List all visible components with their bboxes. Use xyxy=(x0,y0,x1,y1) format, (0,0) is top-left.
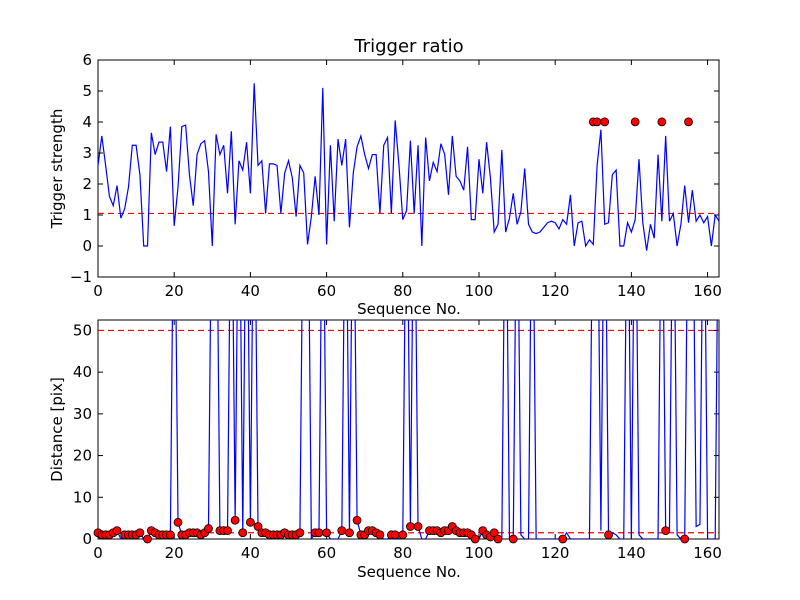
distance-marker xyxy=(558,534,568,544)
distance-marker xyxy=(657,117,667,127)
bottom-xtick-label: 40 xyxy=(241,544,260,562)
distance-marker xyxy=(684,117,693,127)
bottom-ytick-label: 0 xyxy=(82,530,92,548)
top-xtick-label: 60 xyxy=(317,282,336,300)
top-ytick-label: −1 xyxy=(70,268,92,286)
distance-marker xyxy=(661,526,671,536)
bottom-series-markers xyxy=(93,117,693,544)
distance-marker xyxy=(238,528,248,538)
distance-marker xyxy=(112,526,122,536)
bottom-xtick-label: 80 xyxy=(393,544,412,562)
top-ytick-label: 3 xyxy=(82,144,92,162)
distance-marker xyxy=(592,117,602,127)
chart-title: Trigger ratio xyxy=(353,36,463,57)
distance-marker xyxy=(230,515,240,525)
bottom-xtick-label: 60 xyxy=(317,544,336,562)
bottom-xtick-label: 140 xyxy=(617,544,646,562)
distance-marker xyxy=(295,528,305,538)
top-xtick-label: 0 xyxy=(93,282,103,300)
distance-marker xyxy=(493,534,503,544)
distance-marker xyxy=(352,515,362,525)
trigger-strength-series xyxy=(97,83,720,251)
bottom-x-axis-label: Sequence No. xyxy=(357,563,461,581)
distance-marker xyxy=(406,522,415,531)
distance-marker xyxy=(470,534,480,544)
top-xtick-label: 100 xyxy=(465,282,494,300)
bottom-xtick-label: 20 xyxy=(165,544,184,562)
distance-marker xyxy=(135,528,145,538)
bottom-ytick-label: 20 xyxy=(73,447,92,465)
bottom-xtick-label: 0 xyxy=(93,544,103,562)
bottom-ytick-label: 10 xyxy=(73,488,92,506)
distance-marker xyxy=(390,530,400,540)
top-xtick-label: 160 xyxy=(693,282,722,300)
top-series-line xyxy=(97,83,720,251)
bottom-x-axis: 0 20 40 60 80 100 120 140 160 xyxy=(93,320,722,562)
distance-marker xyxy=(245,517,255,527)
distance-marker xyxy=(413,522,423,531)
top-ytick-label: 0 xyxy=(82,237,92,255)
distance-marker xyxy=(223,526,232,536)
distance-marker xyxy=(143,534,152,544)
top-xtick-label: 120 xyxy=(541,282,570,300)
distance-marker xyxy=(322,528,331,538)
bottom-xtick-label: 160 xyxy=(693,544,722,562)
distance-marker xyxy=(173,517,183,527)
top-xtick-label: 20 xyxy=(165,282,184,300)
distance-marker xyxy=(337,526,347,536)
distance-marker xyxy=(680,534,690,544)
bottom-xtick-label: 120 xyxy=(541,544,570,562)
distance-marker xyxy=(314,528,324,538)
distance-marker xyxy=(345,528,354,538)
distance-marker xyxy=(165,530,175,540)
top-y-axis-label: Trigger strength xyxy=(48,109,66,230)
top-ytick-label: 4 xyxy=(82,113,92,131)
distance-marker xyxy=(489,528,499,538)
distance-marker xyxy=(204,524,213,533)
bottom-ytick-label: 40 xyxy=(73,363,92,381)
bottom-y-axis-label: Distance [pix] xyxy=(48,377,66,482)
bottom-y-axis: 0 10 20 30 40 50 xyxy=(73,321,719,548)
bottom-ytick-label: 30 xyxy=(73,405,92,423)
top-x-axis-label: Sequence No. xyxy=(357,300,461,318)
distance-marker xyxy=(398,530,408,540)
distance-marker xyxy=(508,534,518,544)
top-xtick-label: 140 xyxy=(617,282,646,300)
top-xtick-label: 40 xyxy=(241,282,260,300)
top-xtick-label: 80 xyxy=(393,282,412,300)
top-y-axis: −1 0 1 2 3 4 5 6 xyxy=(70,51,719,286)
top-ytick-label: 5 xyxy=(82,82,92,100)
distance-marker xyxy=(600,117,610,127)
distance-marker xyxy=(630,117,640,127)
bottom-ytick-label: 50 xyxy=(73,321,92,339)
distance-marker xyxy=(604,530,613,540)
top-ytick-label: 2 xyxy=(82,175,92,193)
bottom-xtick-label: 100 xyxy=(465,544,494,562)
distance-marker xyxy=(253,522,263,531)
top-ytick-label: 1 xyxy=(82,206,92,224)
top-x-axis: 0 20 40 60 80 100 120 140 160 xyxy=(93,60,722,300)
distance-marker xyxy=(375,530,385,540)
top-ytick-label: 6 xyxy=(82,51,92,69)
top-plot-area: Trigger ratio 0 20 40 60 80 100 120 140 160 −101… xyxy=(48,36,722,318)
